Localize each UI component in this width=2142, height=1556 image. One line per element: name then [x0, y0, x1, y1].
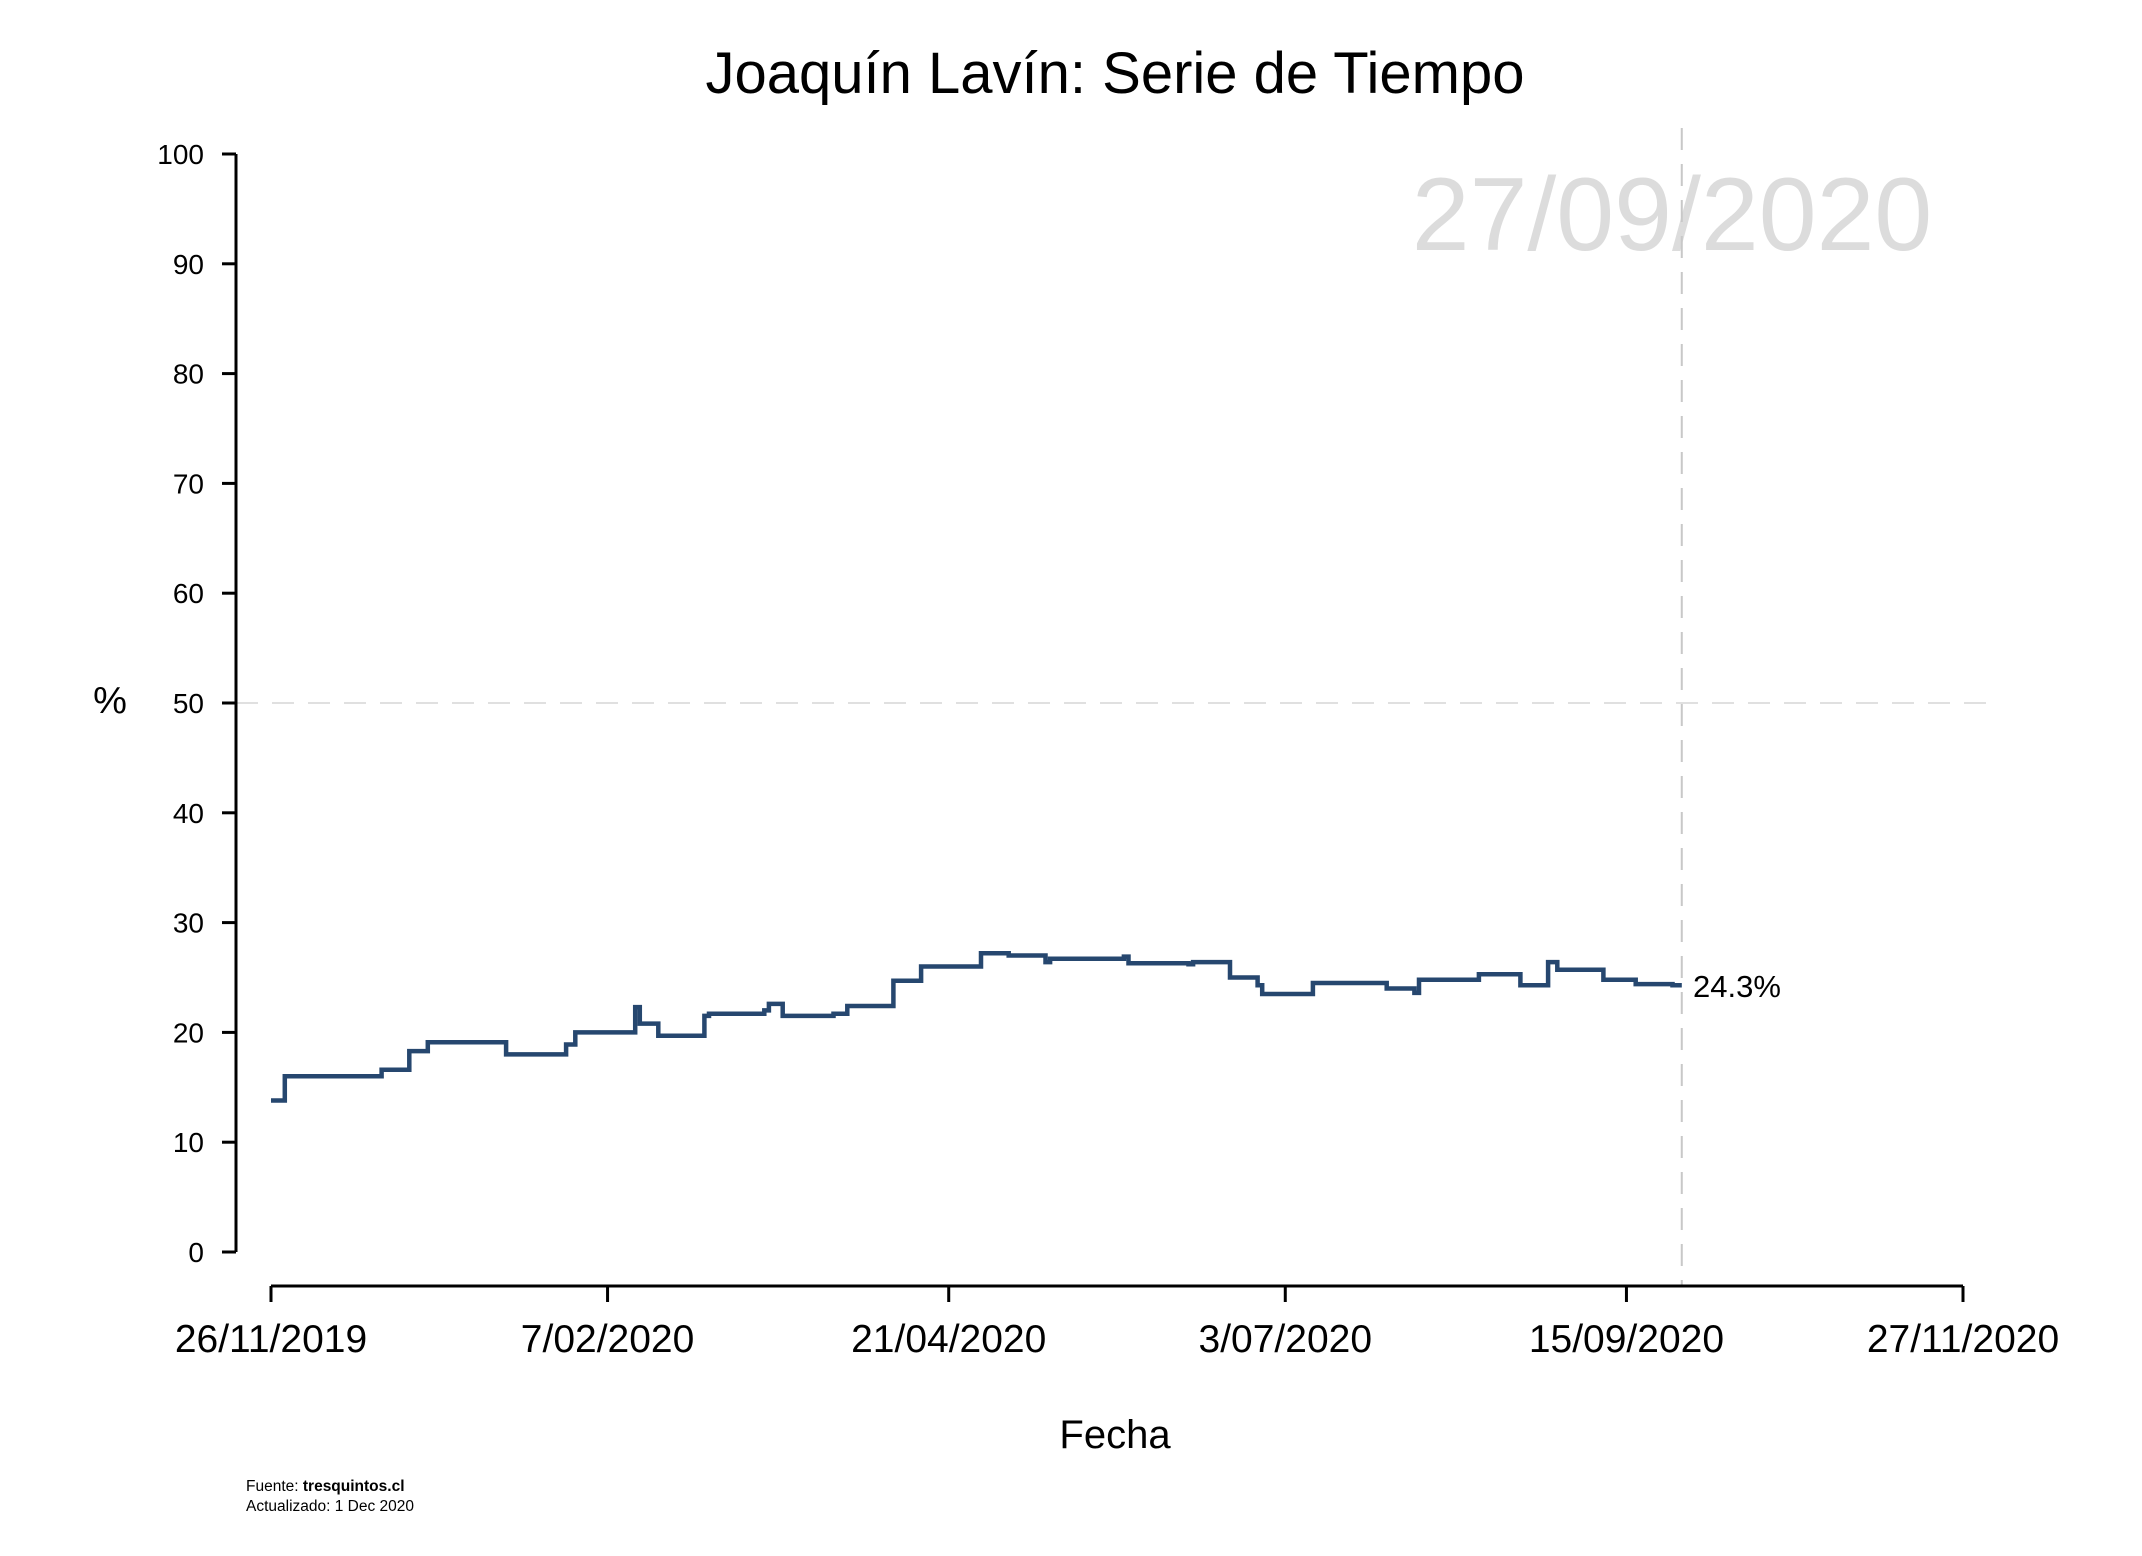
y-tick-label: 50	[173, 688, 204, 719]
updated-label: Actualizado: 1 Dec 2020	[246, 1498, 415, 1515]
y-tick-label: 90	[173, 249, 204, 280]
reference-lines	[236, 128, 2000, 1286]
y-tick-label: 80	[173, 359, 204, 390]
x-tick-label: 7/02/2020	[521, 1318, 695, 1361]
y-tick-label: 20	[173, 1017, 204, 1048]
y-axis: 0 10 20 30 40 50 60 70 80 90 100	[157, 139, 238, 1268]
source-label: Fuente:	[246, 1478, 303, 1495]
chart-title: Joaquín Lavín: Serie de Tiempo	[706, 41, 1525, 106]
y-tick-label: 0	[188, 1237, 204, 1268]
y-tick-label: 100	[157, 139, 204, 170]
end-value-label: 24.3%	[1693, 969, 1781, 1004]
x-tick-label: 21/04/2020	[851, 1318, 1046, 1361]
x-tick-label: 26/11/2019	[175, 1318, 367, 1361]
series-step-line	[271, 951, 1682, 1103]
y-axis-label: %	[93, 680, 127, 722]
x-axis: 26/11/2019 7/02/2020 21/04/2020 3/07/2020 15…	[175, 1284, 2059, 1361]
source-site: tresquintos.cl	[302, 1478, 405, 1495]
watermark-date: 27/09/2020	[1412, 157, 1933, 273]
x-tick-label: 27/11/2020	[1867, 1318, 2059, 1361]
y-tick-label: 10	[173, 1127, 204, 1158]
y-tick-label: 30	[173, 908, 204, 939]
y-tick-label: 70	[173, 468, 204, 499]
y-tick-label: 60	[173, 578, 204, 609]
x-tick-label: 3/07/2020	[1199, 1318, 1373, 1361]
series-line	[270, 951, 1682, 1103]
x-axis-label: Fecha	[1059, 1413, 1171, 1457]
y-tick-label: 40	[173, 798, 204, 829]
x-tick-label: 15/09/2020	[1529, 1318, 1724, 1361]
source-note: Fuente: tresquintos.cl	[246, 1477, 405, 1496]
updated-note: Actualizado: 1 Dec 2020	[246, 1497, 414, 1516]
